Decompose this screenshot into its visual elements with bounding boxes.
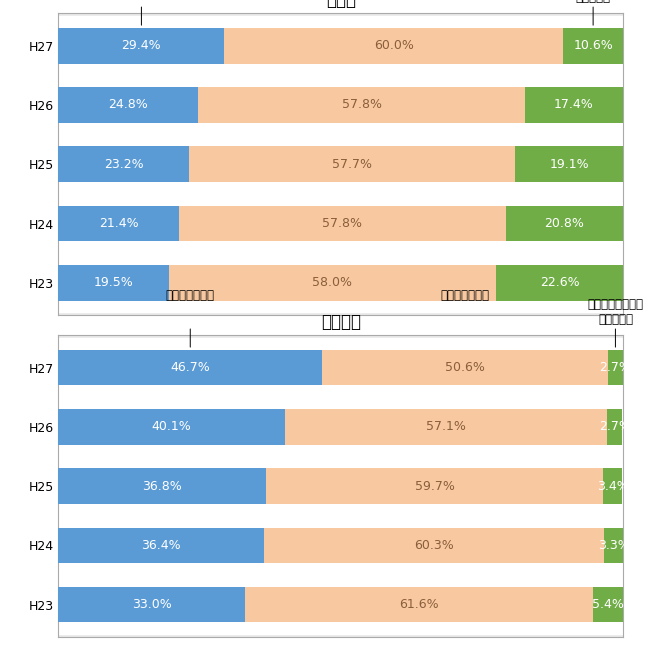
Text: 58.0%: 58.0%	[312, 276, 352, 289]
Text: 59.7%: 59.7%	[415, 480, 455, 493]
Text: 10.6%: 10.6%	[573, 39, 613, 53]
Text: 57.8%: 57.8%	[323, 217, 362, 230]
Bar	[58, 350, 322, 386]
Bar	[58, 516, 623, 575]
Bar	[179, 206, 506, 241]
Text: 23.2%: 23.2%	[104, 158, 143, 171]
Bar	[245, 587, 593, 622]
Text: 22.6%: 22.6%	[540, 276, 580, 289]
Text: 36.8%: 36.8%	[142, 480, 182, 493]
Bar	[525, 87, 623, 123]
Bar	[58, 397, 623, 457]
Bar	[607, 409, 622, 445]
Text: 24.8%: 24.8%	[108, 99, 149, 112]
Bar	[58, 28, 225, 64]
Bar	[58, 147, 190, 182]
Text: 見たことはない: 見たことはない	[441, 290, 489, 302]
Text: 57.8%: 57.8%	[341, 99, 382, 112]
Text: 2.7%: 2.7%	[600, 361, 631, 374]
Bar	[58, 587, 245, 622]
Text: 19.5%: 19.5%	[93, 276, 133, 289]
Bar	[496, 265, 624, 300]
Bar	[264, 528, 604, 563]
Text: 21.4%: 21.4%	[99, 217, 139, 230]
Bar	[58, 457, 623, 516]
Text: 60.3%: 60.3%	[414, 539, 454, 552]
Text: 57.7%: 57.7%	[332, 158, 373, 171]
Text: 29.4%: 29.4%	[121, 39, 161, 53]
Bar	[563, 28, 623, 64]
Bar	[58, 468, 266, 504]
Bar	[266, 468, 604, 504]
Text: 17.4%: 17.4%	[554, 99, 594, 112]
Bar	[58, 338, 623, 397]
Text: 2.7%: 2.7%	[599, 420, 631, 434]
Bar	[604, 468, 622, 504]
Bar	[608, 350, 623, 386]
Text: 見ることができな
い・その他: 見ることができな い・その他	[565, 0, 621, 4]
Text: 19.1%: 19.1%	[549, 158, 589, 171]
Bar	[169, 265, 496, 300]
Bar	[58, 206, 179, 241]
Bar	[58, 265, 169, 300]
Text: 5.4%: 5.4%	[592, 598, 624, 611]
Text: 見たことがある: 見たことがある	[165, 290, 215, 302]
Text: 20.8%: 20.8%	[545, 217, 584, 230]
Bar	[58, 409, 285, 445]
Bar	[190, 147, 515, 182]
Title: 延滞者: 延滞者	[326, 0, 356, 9]
Bar	[322, 350, 608, 386]
Text: 61.6%: 61.6%	[399, 598, 439, 611]
Text: 3.4%: 3.4%	[597, 480, 629, 493]
Bar	[58, 194, 623, 253]
Bar	[58, 16, 623, 76]
Text: 36.4%: 36.4%	[141, 539, 181, 552]
Bar	[506, 206, 623, 241]
Title: 無延滞者: 無延滞者	[321, 313, 361, 330]
Text: 33.0%: 33.0%	[132, 598, 171, 611]
Bar	[225, 28, 563, 64]
Bar	[58, 253, 623, 312]
Text: 3.3%: 3.3%	[598, 539, 630, 552]
Bar	[58, 575, 623, 634]
Bar	[515, 147, 623, 182]
Bar	[58, 135, 623, 194]
Bar	[58, 76, 623, 135]
Text: 46.7%: 46.7%	[171, 361, 210, 374]
Text: 40.1%: 40.1%	[152, 420, 191, 434]
Text: 57.1%: 57.1%	[426, 420, 466, 434]
Bar	[285, 409, 607, 445]
Bar	[58, 528, 264, 563]
Bar	[604, 528, 623, 563]
Bar	[593, 587, 623, 622]
Text: 50.6%: 50.6%	[445, 361, 485, 374]
Bar	[58, 87, 199, 123]
Text: 60.0%: 60.0%	[374, 39, 414, 53]
Text: 見ることができな
い・その他: 見ることができな い・その他	[587, 298, 643, 326]
Bar	[199, 87, 525, 123]
